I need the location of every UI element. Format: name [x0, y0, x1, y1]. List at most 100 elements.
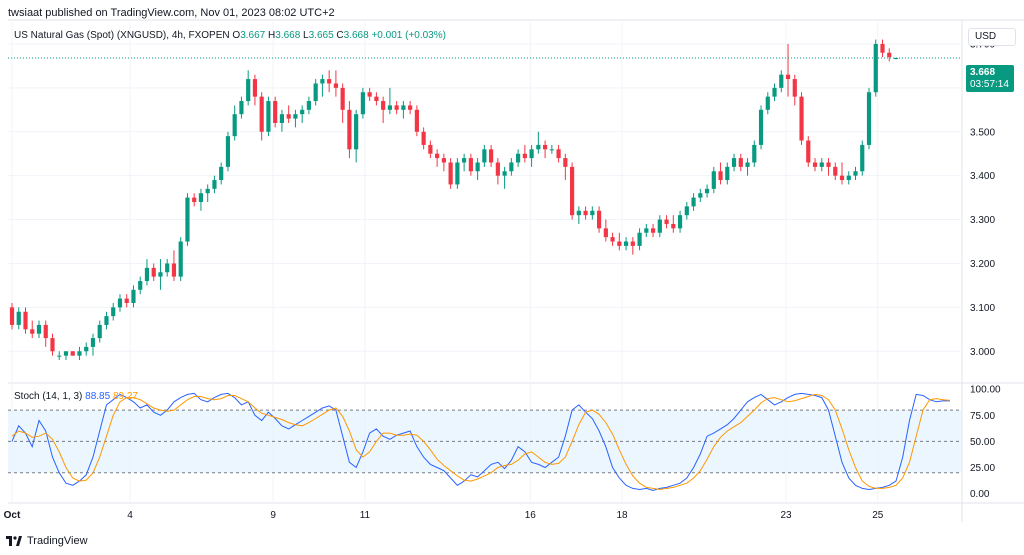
candle-body: [785, 74, 791, 80]
candle-body: [819, 162, 824, 167]
candle-body: [43, 324, 48, 339]
candle-body: [644, 228, 649, 233]
candle-body: [475, 162, 480, 172]
stoch-k-value: 88.85: [85, 391, 111, 402]
candle-body: [259, 96, 264, 132]
candle-body: [603, 228, 608, 238]
stoch-d-value: 89.27: [112, 391, 138, 402]
candle-body: [16, 311, 21, 325]
candle-body: [90, 338, 96, 347]
candle-body: [617, 241, 622, 246]
stoch-tick-label: 25.00: [970, 463, 995, 474]
price-tick-label: 3.300: [970, 215, 995, 226]
tradingview-logo-icon: [6, 536, 22, 546]
candle-body: [158, 272, 163, 277]
candle-body: [381, 101, 386, 110]
candle-body: [583, 210, 588, 216]
candle-body: [880, 43, 885, 53]
candle-body: [185, 197, 190, 242]
stoch-band-fill: [8, 410, 962, 473]
candle-body: [104, 316, 109, 325]
candle-body: [313, 83, 318, 102]
candle-body: [414, 109, 419, 132]
price-tick-label: 3.000: [970, 347, 995, 358]
candle-body: [489, 149, 494, 163]
candle-body: [286, 114, 291, 119]
candle-body: [806, 140, 811, 163]
candle-body: [138, 281, 143, 290]
candle-body: [23, 311, 28, 330]
candle-body: [664, 219, 669, 224]
candle-body: [192, 197, 197, 202]
candle-body: [529, 149, 534, 159]
candle-body: [131, 289, 136, 303]
time-tick-label: 4: [127, 510, 133, 521]
candle-body: [792, 79, 797, 97]
change-value: +0.001 (+0.03%): [371, 30, 446, 41]
candle-body: [50, 338, 55, 352]
candle-body: [367, 92, 372, 97]
candle-body: [758, 109, 764, 145]
candle-body: [63, 351, 69, 356]
candle-body: [873, 43, 878, 93]
candle-body: [354, 114, 359, 150]
candle-body: [205, 188, 210, 194]
currency-button[interactable]: USD: [968, 28, 1016, 46]
candle-body: [630, 241, 635, 246]
stoch-label[interactable]: Stoch (14, 1, 3): [14, 391, 83, 402]
candle-body: [401, 105, 406, 110]
candle-body: [232, 114, 237, 137]
candle-body: [178, 241, 183, 277]
time-tick-label: 11: [360, 510, 371, 521]
candle-body: [144, 267, 150, 282]
candle-body: [300, 109, 305, 115]
candle-body: [853, 171, 858, 176]
close-label: C: [336, 30, 344, 41]
candle-body: [252, 79, 258, 97]
candle-body: [799, 96, 804, 141]
candle-body: [340, 87, 345, 110]
candle-body: [812, 162, 818, 167]
stoch-k-line: [11, 392, 951, 492]
footer-brand-label: TradingView: [27, 535, 88, 547]
time-tick-label: Oct: [4, 510, 21, 521]
candle-body: [441, 158, 446, 163]
candle-body: [671, 223, 676, 229]
candle-body: [779, 74, 784, 88]
candle-body: [9, 307, 15, 325]
candle-body: [171, 263, 177, 277]
candle-body: [536, 144, 541, 150]
candle-body: [70, 351, 75, 356]
candle-body: [610, 237, 615, 242]
candle-body: [543, 144, 548, 150]
candle-body: [738, 158, 743, 167]
candle-body: [448, 162, 453, 185]
candle-body: [320, 79, 325, 84]
candle-body: [677, 215, 683, 229]
candle-body: [306, 101, 312, 110]
candle-body: [887, 52, 892, 58]
candle-body: [394, 105, 399, 110]
candle-body: [57, 355, 62, 357]
candle-body: [731, 158, 737, 167]
candle-body: [691, 197, 696, 207]
symbol-name[interactable]: US Natural Gas (Spot) (XNGUSD), 4h, FXOP…: [14, 30, 230, 41]
candle-body: [745, 162, 750, 167]
candle-body: [590, 210, 595, 216]
candle-body: [435, 153, 440, 159]
candle-body: [84, 346, 89, 352]
candle-body: [637, 232, 642, 246]
candle-body: [327, 79, 332, 84]
candle-body: [482, 149, 487, 163]
footer-brand[interactable]: TradingView: [6, 535, 88, 547]
candle-body: [596, 210, 602, 229]
candle-body: [704, 188, 710, 194]
candle-body: [833, 166, 838, 176]
candle-body: [97, 324, 102, 339]
candle-body: [36, 324, 42, 334]
candle-body: [698, 193, 703, 198]
candle-body: [239, 101, 244, 115]
candle-body: [408, 105, 413, 110]
candle-body: [846, 175, 851, 181]
